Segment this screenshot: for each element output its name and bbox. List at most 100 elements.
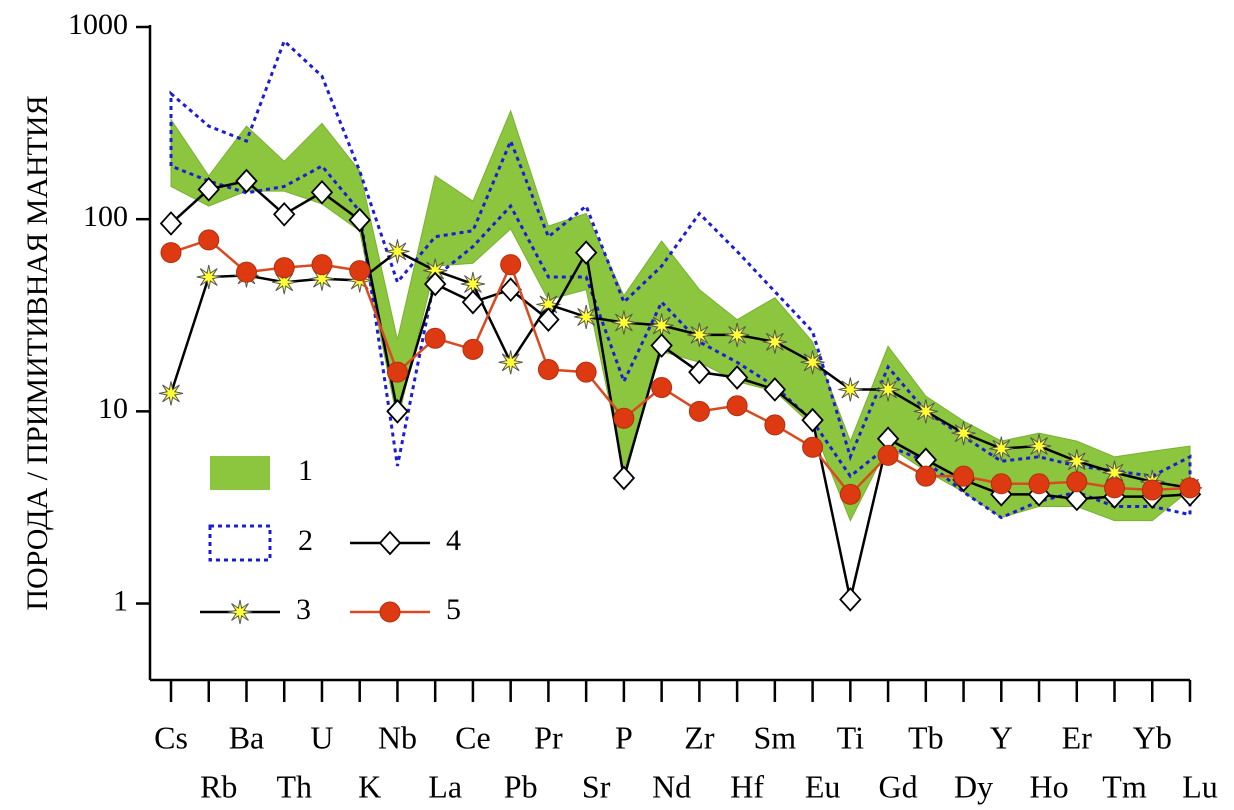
star-marker bbox=[725, 322, 750, 347]
x-tick-label: Ba bbox=[229, 719, 265, 755]
star-marker bbox=[951, 421, 976, 446]
circle-marker bbox=[802, 436, 824, 458]
y-tick-label: 1000 bbox=[68, 8, 128, 41]
legend-label: 1 bbox=[298, 454, 313, 487]
diamond-marker bbox=[612, 465, 636, 491]
circle-marker bbox=[1104, 477, 1126, 499]
diamond-marker bbox=[461, 289, 485, 315]
circle-marker bbox=[273, 257, 295, 279]
diamond-marker bbox=[763, 377, 787, 402]
circle-marker bbox=[311, 254, 333, 276]
circle-marker bbox=[1028, 473, 1050, 495]
legend-swatch bbox=[208, 524, 272, 562]
circle-marker bbox=[877, 444, 899, 466]
x-tick-label: K bbox=[358, 768, 381, 804]
diamond-marker bbox=[159, 211, 183, 236]
x-tick-label: Ce bbox=[455, 719, 491, 755]
star-marker bbox=[498, 350, 523, 375]
circle-marker bbox=[953, 465, 975, 487]
series-line bbox=[170, 179, 1191, 600]
x-tick-label: Zr bbox=[684, 719, 715, 755]
x-tick-label: U bbox=[310, 719, 333, 755]
circle-marker bbox=[990, 473, 1012, 495]
diamond-marker bbox=[197, 176, 220, 202]
x-tick-label: Sr bbox=[582, 768, 611, 804]
diamond-marker bbox=[1065, 486, 1088, 512]
circle-marker bbox=[915, 465, 937, 487]
series-line bbox=[170, 238, 1191, 497]
x-tick-label: Ti bbox=[837, 719, 864, 755]
circle-marker bbox=[198, 229, 220, 251]
x-tick-label: Lu bbox=[1182, 768, 1218, 804]
diamond-marker bbox=[688, 359, 711, 385]
legend-label: 3 bbox=[296, 593, 311, 626]
circle-marker bbox=[160, 242, 182, 264]
star-marker bbox=[687, 322, 712, 347]
circle-marker bbox=[764, 414, 786, 436]
star-marker bbox=[385, 239, 410, 264]
circle-marker bbox=[726, 395, 748, 417]
star-marker bbox=[196, 264, 221, 290]
star-marker bbox=[875, 377, 901, 402]
star-marker bbox=[611, 310, 636, 335]
star-marker bbox=[158, 381, 184, 406]
star-marker bbox=[227, 599, 253, 625]
x-tick-label: Tm bbox=[1102, 768, 1147, 804]
y-axis-label: ПОРОДА / ПРИМИТИВНАЯ МАНТИЯ bbox=[21, 95, 54, 610]
star-marker bbox=[1064, 449, 1089, 474]
circle-marker bbox=[1141, 479, 1163, 501]
x-tick-label: Hf bbox=[730, 768, 764, 804]
x-tick-label: Pr bbox=[534, 719, 563, 755]
circle-marker bbox=[575, 361, 597, 383]
x-tick-label: Nb bbox=[378, 719, 417, 755]
diamond-marker bbox=[273, 201, 296, 227]
diamond-marker bbox=[235, 168, 258, 194]
circle-marker bbox=[424, 327, 446, 349]
circle-marker bbox=[1066, 471, 1088, 493]
diamond-marker bbox=[378, 530, 402, 556]
star-marker bbox=[762, 329, 787, 354]
star-marker bbox=[913, 399, 938, 424]
x-tick-label: Tb bbox=[908, 719, 944, 755]
circle-marker bbox=[1179, 477, 1201, 499]
x-tick-label: Sm bbox=[754, 719, 797, 755]
y-tick-label: 10 bbox=[98, 392, 128, 425]
circle-marker bbox=[651, 377, 673, 399]
circle-marker bbox=[349, 260, 371, 282]
circle-marker bbox=[839, 483, 861, 505]
series-line bbox=[169, 249, 1191, 490]
circle-marker bbox=[688, 400, 710, 422]
star-marker bbox=[272, 270, 297, 295]
diamond-marker bbox=[423, 271, 447, 297]
legend-label: 5 bbox=[446, 593, 461, 626]
diamond-marker bbox=[725, 365, 749, 390]
range-band bbox=[170, 109, 1191, 522]
range-outline bbox=[169, 38, 1192, 520]
x-tick-label: Y bbox=[990, 719, 1013, 755]
circle-marker bbox=[462, 338, 484, 360]
x-tick-label: Er bbox=[1062, 719, 1093, 755]
star-marker bbox=[989, 436, 1014, 461]
legend-label: 2 bbox=[298, 524, 313, 557]
star-marker bbox=[1026, 433, 1052, 459]
x-tick-label: Gd bbox=[879, 768, 918, 804]
circle-marker bbox=[386, 361, 408, 383]
diamond-marker bbox=[574, 240, 598, 265]
diamond-marker bbox=[348, 207, 371, 233]
y-tick-label: 1 bbox=[113, 584, 128, 617]
x-tick-label: P bbox=[615, 719, 633, 755]
star-marker bbox=[574, 304, 599, 330]
x-tick-label: Dy bbox=[954, 768, 993, 804]
circle-marker bbox=[537, 359, 559, 381]
x-tick-label: La bbox=[428, 768, 462, 804]
diamond-marker bbox=[801, 407, 824, 433]
legend-label: 4 bbox=[446, 524, 461, 557]
x-tick-label: Pb bbox=[504, 768, 538, 804]
x-tick-label: Th bbox=[276, 768, 312, 804]
x-tick-label: Eu bbox=[805, 768, 841, 804]
x-tick-label: Ho bbox=[1029, 768, 1068, 804]
legend-swatch bbox=[210, 456, 270, 490]
y-tick-label: 100 bbox=[83, 200, 128, 233]
